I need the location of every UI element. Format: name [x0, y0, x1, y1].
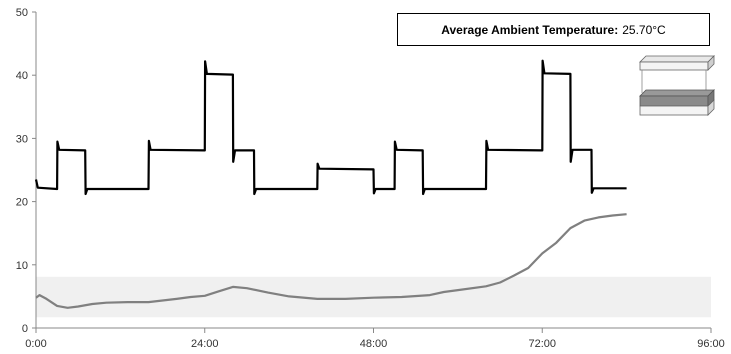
- y-tick-label: 0: [22, 323, 28, 335]
- x-tick-label: 72:00: [528, 338, 556, 350]
- x-tick-label: 0:00: [25, 338, 46, 350]
- series-line-1: [34, 59, 627, 196]
- x-tick-label: 48:00: [360, 338, 388, 350]
- ambient-temperature-legend: Average Ambient Temperature: 25.70°C: [397, 13, 710, 46]
- x-tick-label: 24:00: [191, 338, 219, 350]
- legend-value: 25.70°C: [622, 22, 666, 37]
- series-line-2: [35, 213, 627, 309]
- y-tick-label: 30: [16, 133, 28, 145]
- y-tick-label: 50: [16, 7, 28, 19]
- y-tick-label: 40: [16, 70, 28, 82]
- y-tick-label: 20: [16, 197, 28, 209]
- x-tick-label: 96:00: [697, 338, 725, 350]
- y-tick-label: 10: [16, 260, 28, 272]
- legend-label: Average Ambient Temperature:: [441, 22, 619, 37]
- cell-stack-icon: [639, 55, 715, 116]
